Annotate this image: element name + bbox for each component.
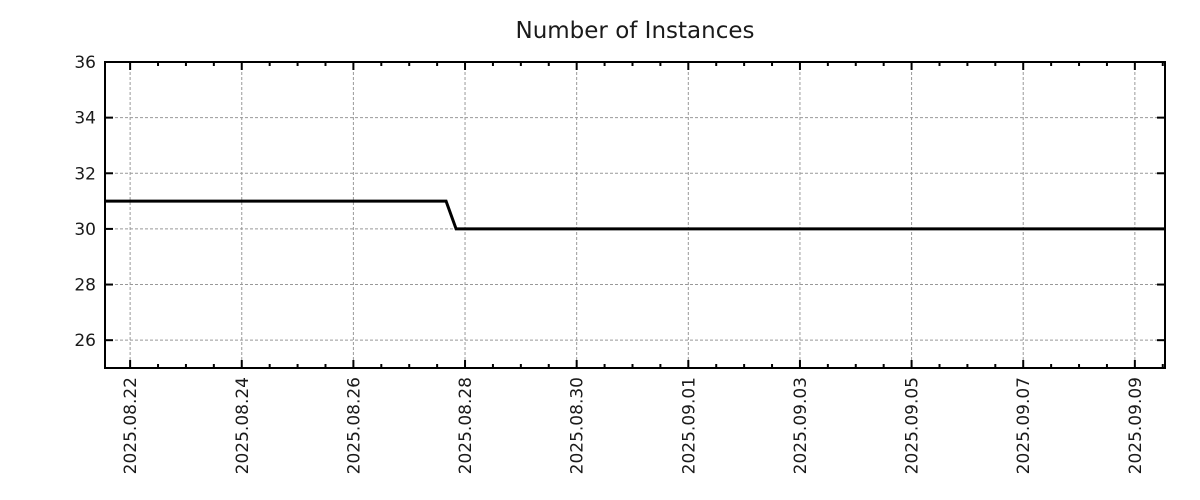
- chart-title: Number of Instances: [516, 18, 755, 44]
- x-tick-label: 2025.08.30: [568, 377, 588, 474]
- y-tick-label: 36: [74, 53, 96, 73]
- x-tick-label: 2025.08.22: [121, 377, 141, 474]
- y-tick-label: 26: [74, 331, 96, 351]
- x-tick-label: 2025.09.05: [903, 377, 923, 474]
- x-tick-label: 2025.08.28: [456, 377, 476, 474]
- x-tick-label: 2025.09.01: [679, 377, 699, 474]
- tick-labels: 2025.08.22 2025.08.24 2025.08.26 2025.08.28…: [74, 53, 1145, 474]
- x-tick-label: 2025.09.07: [1014, 377, 1034, 474]
- y-tick-label: 32: [74, 164, 96, 184]
- y-tick-label: 30: [74, 220, 96, 240]
- plot-border: [104, 61, 1166, 369]
- plot-area: 2025.08.22 2025.08.24 2025.08.26 2025.08.28…: [74, 53, 1166, 474]
- x-tick-label: 2025.09.09: [1126, 377, 1146, 474]
- gridlines: [105, 61, 1165, 368]
- tick-marks: [105, 61, 1165, 368]
- x-tick-label: 2025.08.26: [344, 377, 364, 474]
- x-tick-label: 2025.08.24: [233, 377, 253, 474]
- y-tick-label: 34: [74, 109, 96, 129]
- series-line-instances: [105, 199, 1165, 231]
- x-tick-label: 2025.09.03: [791, 377, 811, 474]
- y-tick-label: 28: [74, 276, 96, 296]
